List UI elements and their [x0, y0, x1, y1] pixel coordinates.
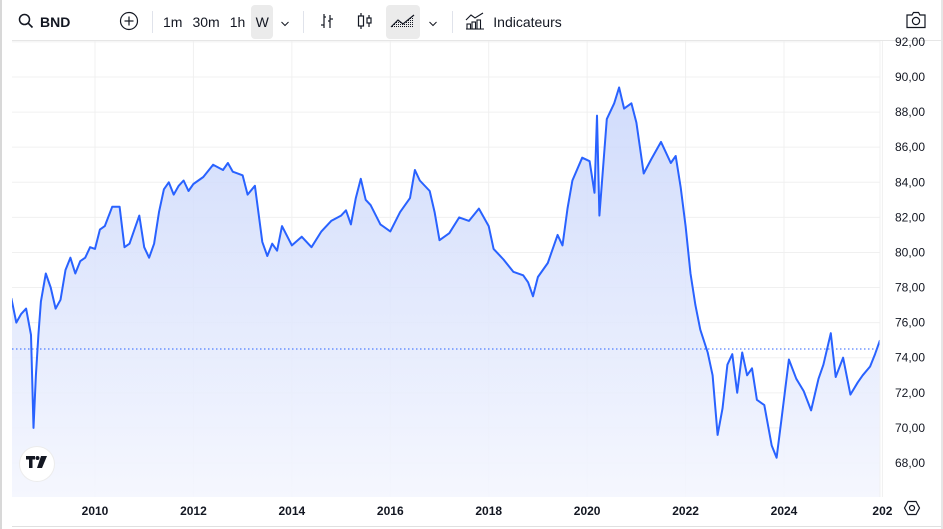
interval-1m[interactable]: 1m — [163, 14, 183, 30]
price-area-fill — [12, 87, 880, 497]
price-axis-label: 80,00 — [895, 245, 925, 259]
chevron-down-icon — [280, 14, 290, 30]
price-axis-label: 90,00 — [895, 70, 925, 84]
time-axis-label: 2018 — [475, 504, 502, 518]
price-axis-label: 88,00 — [895, 105, 925, 119]
price-axis-label: 92,00 — [895, 35, 925, 49]
settings-icon — [903, 499, 921, 522]
snapshot-button[interactable] — [899, 5, 933, 39]
interval-30m[interactable]: 30m — [192, 14, 220, 30]
tradingview-logo-icon — [26, 455, 48, 473]
price-axis-label: 74,00 — [895, 351, 925, 365]
price-axis-label: 68,00 — [895, 456, 925, 470]
plus-circle-icon — [119, 11, 139, 34]
interval-dropdown-button[interactable] — [273, 5, 297, 39]
time-axis-label: 202 — [872, 504, 892, 518]
price-axis-label: 76,00 — [895, 316, 925, 330]
price-axis-label: 84,00 — [895, 175, 925, 189]
top-toolbar: BND 1m 30m 1h W In — [12, 4, 941, 40]
indicators-button[interactable]: Indicateurs — [459, 5, 567, 39]
price-axis-label: 86,00 — [895, 140, 925, 154]
toolbar-divider — [152, 11, 153, 33]
price-axis[interactable]: 92,00 90,00 88,00 86,00 84,00 82,00 80,00 78,00… — [895, 35, 925, 470]
candles-chart-type-button[interactable] — [348, 5, 382, 39]
chevron-down-icon — [428, 14, 438, 30]
price-axis-label: 82,00 — [895, 210, 925, 224]
time-axis-label: 2022 — [672, 504, 699, 518]
time-axis-label: 2010 — [82, 504, 109, 518]
chart-settings-button[interactable] — [902, 500, 922, 520]
price-line — [12, 86, 880, 459]
compare-symbol-button[interactable] — [112, 5, 146, 39]
time-axis-label: 2012 — [180, 504, 207, 518]
time-axis[interactable]: 2010 2012 2014 2016 2018 2020 2022 2024 202 — [82, 504, 893, 518]
area-chart-type-button[interactable] — [386, 5, 421, 39]
symbol-label: BND — [40, 14, 71, 30]
indicators-icon — [465, 12, 485, 33]
time-axis-label: 2024 — [771, 504, 798, 518]
interval-1h[interactable]: 1h — [229, 14, 246, 30]
chart-bottom-border — [12, 526, 941, 527]
price-axis-label: 72,00 — [895, 386, 925, 400]
area-icon — [390, 12, 416, 33]
toolbar-divider — [12, 40, 941, 41]
bars-chart-type-button[interactable] — [310, 5, 344, 39]
price-axis-label: 78,00 — [895, 281, 925, 295]
camera-icon — [905, 11, 927, 34]
candles-icon — [356, 12, 374, 33]
toolbar-divider — [452, 11, 454, 33]
tradingview-logo[interactable] — [20, 447, 54, 481]
search-icon — [18, 13, 34, 32]
symbol-search-button[interactable]: BND — [12, 5, 112, 39]
price-axis-label: 70,00 — [895, 421, 925, 435]
time-axis-label: 2016 — [377, 504, 404, 518]
indicators-label: Indicateurs — [493, 14, 562, 30]
time-axis-label: 2020 — [574, 504, 601, 518]
time-axis-label: 2014 — [279, 504, 306, 518]
bars-icon — [318, 12, 336, 33]
toolbar-divider — [303, 11, 305, 33]
interval-w[interactable]: W — [251, 5, 274, 39]
chart-type-dropdown-button[interactable] — [420, 5, 446, 39]
